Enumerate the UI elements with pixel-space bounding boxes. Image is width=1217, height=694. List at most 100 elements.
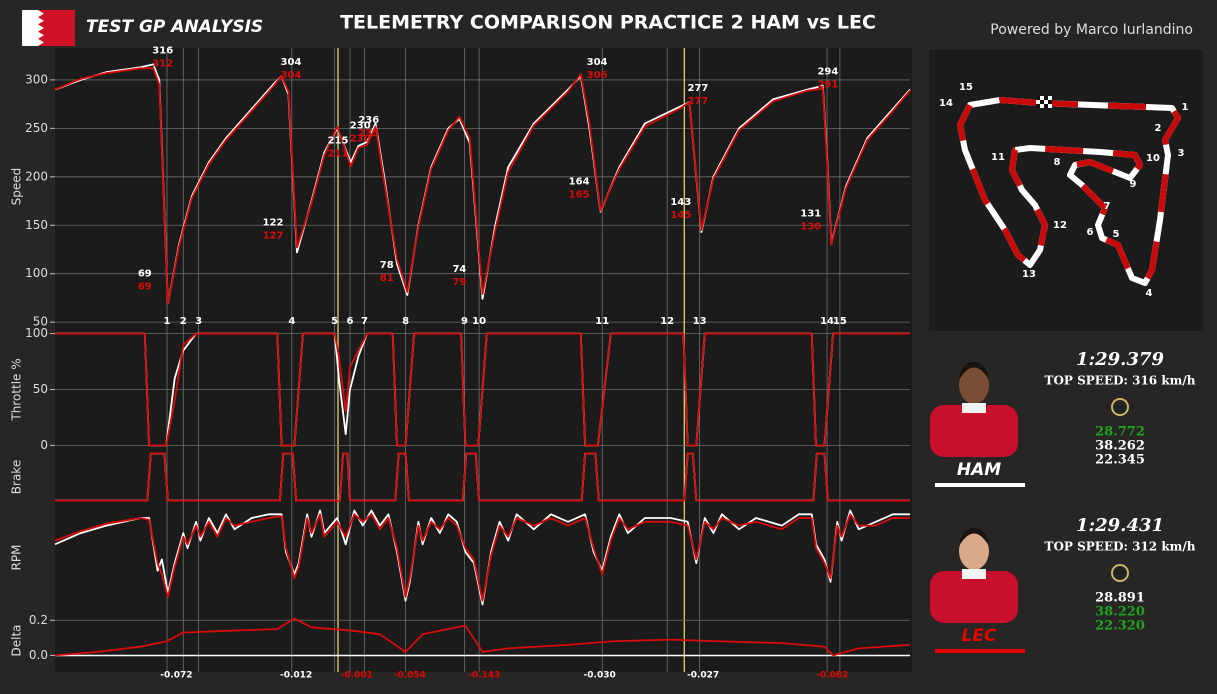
speed-label-ham: 304	[587, 57, 608, 68]
driver-underline	[935, 649, 1025, 653]
trace-line	[54, 513, 910, 602]
speed-label-lec: 79	[452, 277, 466, 288]
corner-label: 3	[195, 316, 202, 327]
plot-background	[55, 48, 912, 672]
portrait-shirt	[930, 571, 1018, 623]
y-tick-label: 250	[25, 121, 48, 135]
corner-label: 11	[595, 316, 609, 327]
y-tick-label: 50	[33, 382, 48, 396]
speed-label-ham: 215	[328, 135, 349, 146]
header-title: TEST GP ANALYSIS	[86, 17, 263, 37]
speed-label-lec: 81	[380, 273, 394, 284]
track-corner-label: 8	[1054, 157, 1061, 168]
speed-label-ham: 236	[358, 115, 379, 126]
speed-label-ham: 131	[800, 209, 821, 220]
speed-label-lec: 304	[281, 70, 302, 81]
y-tick-label: 50	[33, 315, 48, 329]
corner-label: 13	[693, 316, 707, 327]
speed-label-ham: 74	[452, 264, 466, 275]
speed-label-ham: 277	[688, 83, 709, 94]
delta-label: -0.030	[584, 671, 616, 681]
track-corner-label: 12	[1053, 220, 1067, 231]
corner-label: 4	[288, 316, 295, 327]
y-axis-title: Delta	[10, 624, 24, 656]
portrait-hair	[959, 528, 989, 546]
track-map-panel	[929, 50, 1203, 331]
y-tick-label: 200	[25, 169, 48, 183]
y-axis-title: RPM	[10, 545, 24, 571]
speed-label-ham: 294	[817, 67, 838, 78]
speed-label-lec: 130	[800, 222, 821, 233]
y-tick-label: 100	[25, 266, 48, 280]
driver-card: HAM 1:29.379 TOP SPEED: 316 km/h 28.77238.2…	[930, 349, 1196, 487]
speed-label-ham: 143	[670, 197, 691, 208]
corner-label: 9	[461, 316, 468, 327]
lap-time: 1:29.379	[1076, 349, 1165, 370]
speed-label-lec: 306	[587, 70, 608, 81]
trace-line	[55, 452, 910, 502]
sector-time: 38.262	[1095, 439, 1145, 454]
y-axis-title: Brake	[10, 460, 24, 494]
finish-flag-check	[1036, 96, 1052, 108]
track-corner-label: 5	[1113, 229, 1120, 240]
track-corner-label: 10	[1146, 153, 1160, 164]
corner-label: 5	[331, 316, 338, 327]
speed-label-lec: 291	[817, 80, 838, 91]
driver-underline	[935, 483, 1025, 487]
speed-label-lec: 211	[328, 148, 349, 159]
driver-card: LEC 1:29.431 TOP SPEED: 312 km/h 28.89138.2…	[930, 515, 1196, 653]
speed-label-lec: 230	[350, 134, 371, 145]
track-corner-label: 4	[1146, 288, 1153, 299]
y-tick-label: 0.0	[29, 648, 48, 662]
track-fastest-segments	[957, 97, 1181, 286]
y-axis-title: Throttle %	[10, 358, 24, 421]
flag-white	[22, 10, 44, 46]
portrait-head	[959, 366, 989, 404]
corner-label: 6	[346, 316, 353, 327]
delta-label: -0.001	[341, 671, 373, 681]
corner-label: 8	[402, 316, 409, 327]
corner-label: 15	[833, 316, 847, 327]
sector-time: 22.345	[1095, 453, 1145, 468]
y-tick-label: 150	[25, 218, 48, 232]
speed-label-lec: 145	[670, 210, 691, 221]
delta-label: -0.012	[280, 671, 312, 681]
speed-label-ham: 316	[152, 45, 173, 56]
track-corner-label: 14	[939, 98, 953, 109]
portrait-collar	[962, 403, 986, 413]
speed-label-lec: 277	[688, 96, 709, 107]
portrait-collar	[962, 569, 986, 579]
track-corner-label: 9	[1130, 179, 1137, 190]
track-corner-label: 6	[1087, 227, 1094, 238]
driver-code: HAM	[957, 460, 1001, 480]
speed-label-ham: 230	[350, 121, 371, 132]
corner-label: 10	[472, 316, 486, 327]
lap-time: 1:29.431	[1076, 515, 1164, 536]
trace-line	[55, 332, 910, 447]
bahrain-flag	[22, 10, 75, 46]
speed-label-ham: 78	[380, 260, 394, 271]
track-map: 1 2 3 4 5 6 7 8 9 10 11 12 13 14 15	[939, 82, 1188, 299]
speed-label-lec: 233	[358, 128, 379, 139]
corner-label: 2	[180, 316, 187, 327]
sector-time: 28.891	[1095, 591, 1145, 606]
trace-line	[54, 509, 910, 606]
sector-time: 38.220	[1095, 605, 1145, 620]
tyre-icon	[1111, 398, 1129, 416]
main-title: TELEMETRY COMPARISON PRACTICE 2 HAM vs L…	[340, 12, 876, 34]
y-tick-label: 0.2	[29, 613, 48, 627]
speed-label-ham: 122	[263, 217, 284, 228]
corner-label: 1	[164, 316, 171, 327]
speed-label-lec: 312	[152, 58, 173, 69]
corner-label: 7	[361, 316, 368, 327]
speed-label-lec: 165	[569, 190, 590, 201]
y-axis-title: Speed	[10, 168, 24, 206]
track-corner-label: 13	[1022, 269, 1036, 280]
delta-label: -0.072	[160, 671, 192, 681]
driver-code: LEC	[962, 626, 997, 646]
top-speed: TOP SPEED: 316 km/h	[1045, 374, 1196, 388]
track-corner-label: 3	[1178, 148, 1185, 159]
sector-time: 28.772	[1095, 425, 1145, 440]
